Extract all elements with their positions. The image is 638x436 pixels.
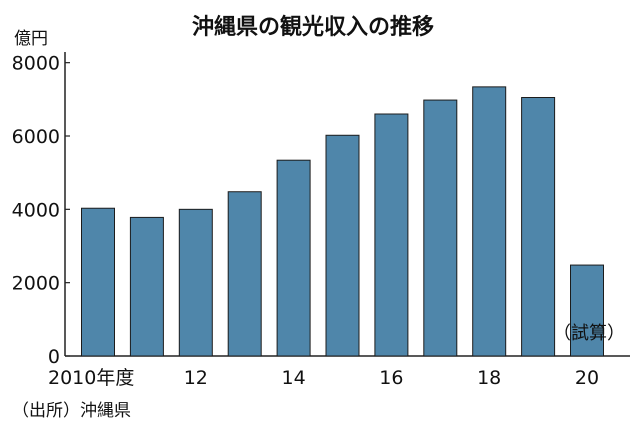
- bar-13: [227, 191, 262, 357]
- bar-11: [129, 216, 164, 357]
- y-tick-label: 6000: [12, 126, 60, 148]
- x-tick-label: 20: [575, 367, 599, 389]
- bar-2010年度: [81, 207, 115, 357]
- y-unit-label: 億円: [14, 29, 48, 49]
- bar-17: [423, 99, 458, 357]
- bar-18: [472, 86, 507, 357]
- bars: [81, 86, 604, 357]
- y-ticks: 0 2000 4000 6000 8000: [12, 53, 70, 368]
- y-tick-label: 2000: [12, 273, 60, 295]
- x-labels: 2010年度 12 14 16 18 20: [48, 367, 599, 389]
- bar-16: [374, 113, 409, 357]
- estimate-annotation: （試算）: [553, 323, 625, 344]
- x-tick-label: 2010年度: [48, 367, 134, 389]
- source-note: （出所）沖縄県: [12, 401, 131, 421]
- x-tick-label: 14: [282, 367, 306, 389]
- x-tick-label: 12: [184, 367, 208, 389]
- x-tick-label: 16: [379, 367, 403, 389]
- bar-19: [521, 97, 556, 357]
- y-tick-label: 4000: [12, 199, 60, 221]
- y-tick-label: 8000: [12, 53, 60, 75]
- bar-14: [276, 159, 311, 357]
- y-tick-label: 0: [48, 346, 60, 368]
- bar-20: [570, 264, 604, 357]
- bar-15: [325, 134, 360, 357]
- bar-12: [178, 208, 213, 357]
- x-tick-label: 18: [477, 367, 501, 389]
- chart-title: 沖縄県の観光収入の推移: [192, 14, 434, 40]
